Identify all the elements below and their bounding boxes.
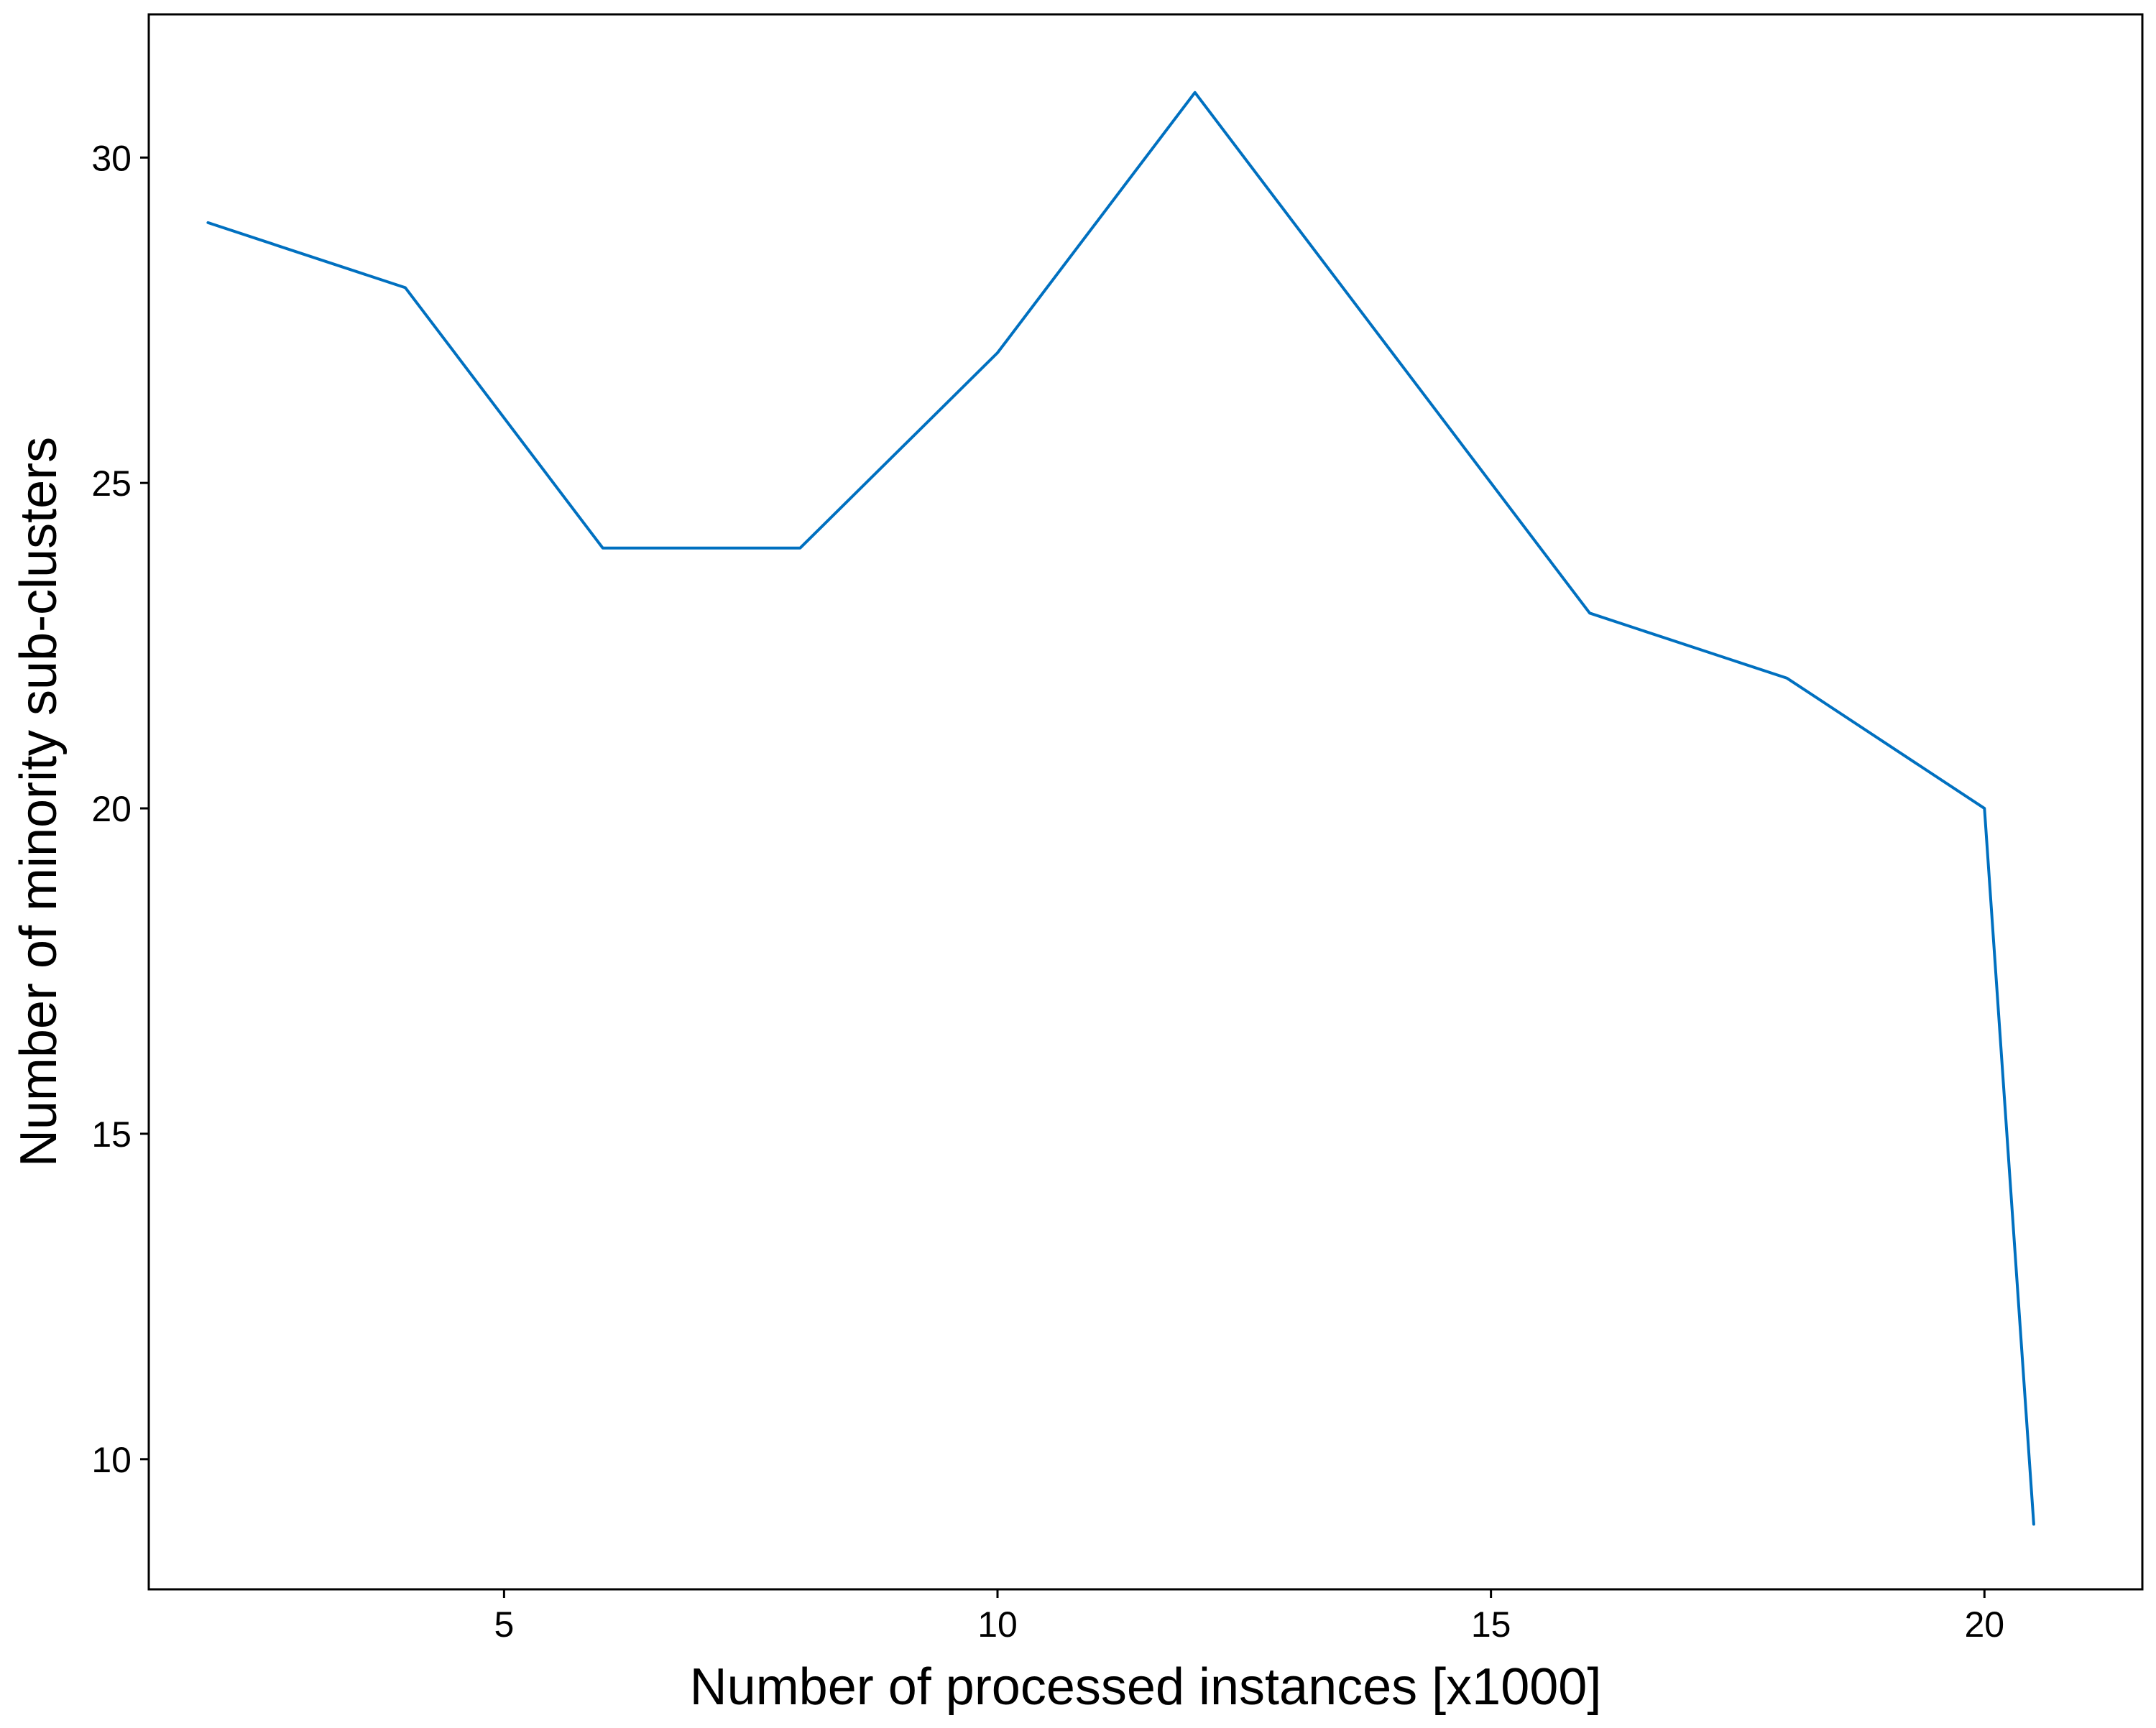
- y-axis-title: Number of minority sub-clusters: [10, 437, 68, 1167]
- plot-background: [149, 14, 2142, 1589]
- x-tick-label: 20: [1964, 1604, 2004, 1645]
- y-tick-label: 20: [91, 789, 132, 829]
- y-axis: 10 15 20 25 30: [91, 138, 149, 1480]
- x-tick-label: 15: [1471, 1604, 1511, 1645]
- x-axis: 5 10 15 20: [494, 1589, 2004, 1645]
- series-layer: [206, 91, 2035, 1526]
- x-axis-title: Number of processed instances [x1000]: [690, 1658, 1602, 1716]
- x-tick-label: 10: [977, 1604, 1018, 1645]
- plot-frame: [147, 13, 2144, 1591]
- x-tick-label: 5: [494, 1604, 514, 1645]
- y-tick-label: 15: [91, 1114, 132, 1155]
- series-line: [206, 91, 2035, 1526]
- y-tick-label: 10: [91, 1440, 132, 1480]
- y-tick-label: 30: [91, 138, 132, 178]
- y-tick-label: 25: [91, 463, 132, 504]
